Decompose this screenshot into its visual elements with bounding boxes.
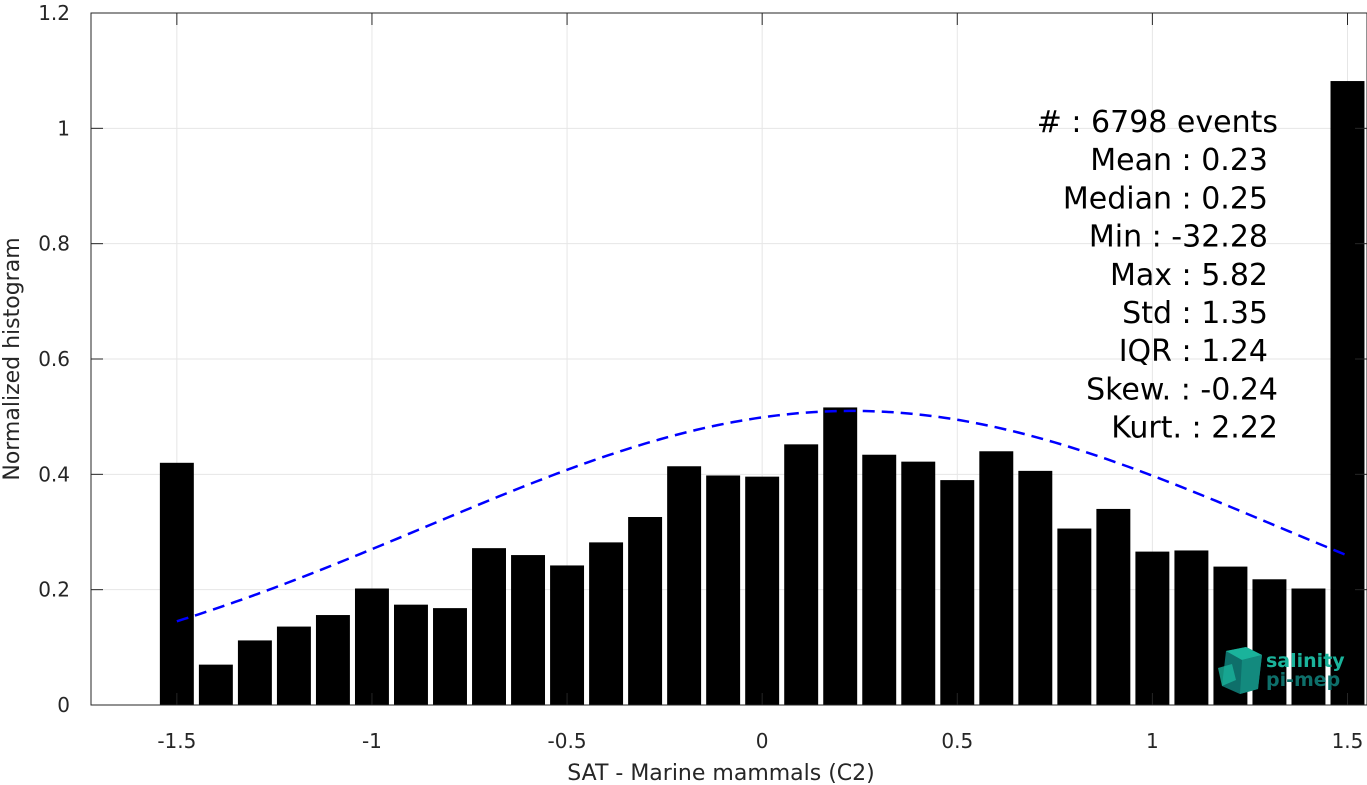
histogram-bar [315, 615, 350, 705]
histogram-bar [706, 475, 741, 705]
x-tick-label: -0.5 [548, 729, 587, 753]
stat-line: Median : 0.25 [1063, 181, 1268, 216]
histogram-bar [667, 466, 702, 705]
y-tick-label: 0.6 [38, 347, 70, 371]
y-tick-label: 1 [57, 116, 70, 140]
stat-line: Skew. : -0.24 [1086, 372, 1278, 407]
histogram-bar [354, 588, 389, 705]
stat-line: Mean : 0.23 [1090, 143, 1268, 178]
y-tick-labels: 0 0.2 0.4 0.6 0.8 1 1.2 [38, 1, 70, 717]
x-axis-title: SAT - Marine mammals (C2) [567, 761, 875, 785]
y-tick-label: 0.8 [38, 232, 70, 256]
salinity-pi-mep-logo: salinity pi-mep [1218, 647, 1345, 694]
x-tick-label: 1.5 [1332, 729, 1364, 753]
x-tick-labels: -1.5 -1 -0.5 0 0.5 1 1.5 [157, 729, 1363, 753]
y-tick-label: 0.4 [38, 462, 70, 486]
histogram-bar [1330, 81, 1365, 705]
x-tick-label: -1 [362, 729, 382, 753]
logo-text-salinity: salinity [1266, 650, 1345, 672]
histogram-bar [589, 542, 624, 705]
stat-line: Std : 1.35 [1122, 296, 1268, 331]
stat-line: Kurt. : 2.22 [1111, 411, 1278, 446]
y-tick-label: 0.2 [38, 578, 70, 602]
histogram-bar [823, 407, 858, 705]
histogram-bar [745, 476, 780, 705]
histogram-bar [1018, 470, 1053, 705]
histogram-bar [862, 454, 897, 705]
x-tick-label: 0 [756, 729, 769, 753]
histogram-bar [784, 444, 819, 705]
histogram-bars [159, 81, 1365, 705]
histogram-bar [1174, 550, 1209, 705]
x-tick-label: -1.5 [157, 729, 196, 753]
y-tick-label: 0 [57, 693, 70, 717]
histogram-bar [511, 555, 546, 705]
x-tick-label: 0.5 [941, 729, 973, 753]
histogram-bar [159, 462, 194, 705]
y-axis-title: Normalized histogram [0, 237, 25, 480]
histogram-bar [276, 626, 311, 705]
histogram-bar [1291, 588, 1326, 705]
histogram-bar [979, 451, 1014, 705]
y-tick-label: 1.2 [38, 1, 70, 25]
x-tick-label: 1 [1146, 729, 1159, 753]
logo-text-pi-mep: pi-mep [1266, 669, 1340, 691]
histogram-bar [550, 565, 585, 705]
histogram-bar [433, 608, 467, 705]
stat-line: Min : -32.28 [1089, 220, 1268, 255]
stat-line: # : 6798 events [1037, 105, 1278, 140]
histogram-bar [198, 664, 233, 705]
histogram-bar [237, 640, 272, 705]
stat-line: IQR : 1.24 [1119, 334, 1268, 369]
histogram-bar [472, 548, 506, 705]
histogram-bar [1096, 508, 1131, 705]
histogram-bar [394, 604, 428, 705]
stat-line: Max : 5.82 [1110, 258, 1268, 293]
axis-ticks [91, 12, 1367, 706]
cube-icon [1218, 647, 1262, 694]
histogram-bar [1135, 551, 1170, 705]
histogram-bar [1057, 528, 1092, 705]
histogram-bar [628, 517, 663, 705]
histogram-bar [901, 461, 936, 705]
histogram-bar [940, 480, 975, 705]
